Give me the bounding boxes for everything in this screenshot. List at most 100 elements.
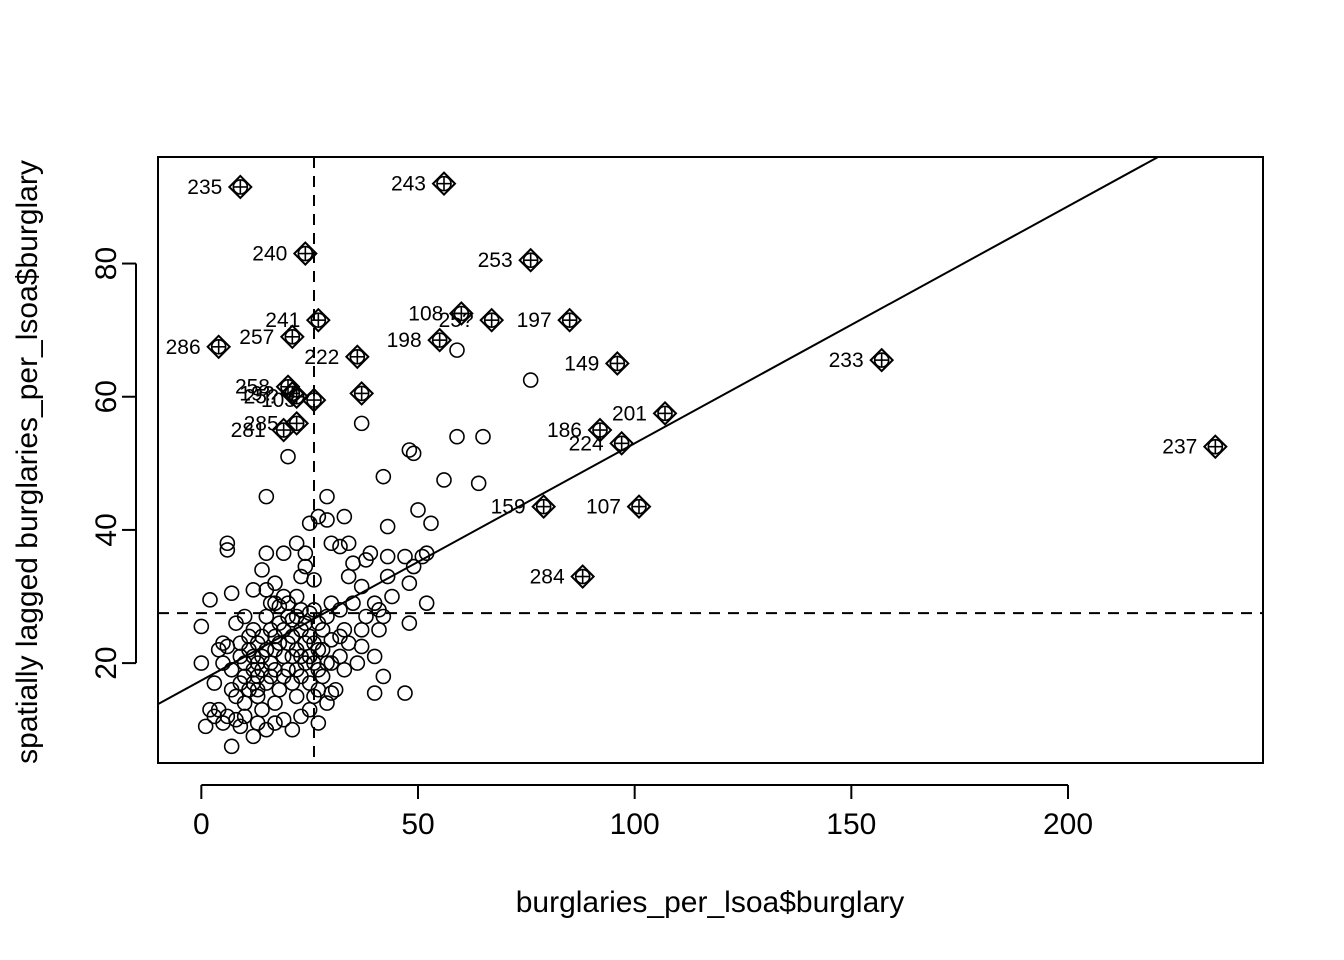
data-point <box>319 695 335 711</box>
influential-point-label: 222 <box>304 346 339 369</box>
influential-point: 285 <box>244 410 310 436</box>
data-point <box>310 641 327 658</box>
data-point <box>301 605 318 621</box>
y-axis-label: spatially lagged burglaries_per_lsoa$bur… <box>11 160 44 764</box>
influence-diamond-marker <box>570 564 596 589</box>
data-point <box>366 685 383 701</box>
influential-point: 186 <box>547 417 613 443</box>
influence-diamond-marker <box>626 494 652 520</box>
data-point <box>522 372 539 388</box>
data-point <box>410 502 426 518</box>
data-point <box>353 638 370 655</box>
data-point <box>219 535 236 552</box>
data-point <box>258 545 275 562</box>
influential-point-label: 258 <box>235 376 270 399</box>
data-point <box>271 681 288 698</box>
data-point <box>245 728 262 745</box>
data-point <box>258 488 275 505</box>
data-point <box>262 595 279 611</box>
influence-diamond-marker <box>279 324 305 350</box>
data-point <box>397 548 413 565</box>
data-point <box>375 608 392 625</box>
influence-diamond-marker <box>271 417 297 443</box>
x-tick-label: 50 <box>401 808 434 841</box>
influential-point-label: 224 <box>569 432 604 455</box>
influential-point: 243 <box>391 171 457 197</box>
influential-point-label: 235 <box>187 176 222 199</box>
influential-point: 159 <box>491 494 557 520</box>
influential-point: 197 <box>517 307 583 333</box>
influential-point: 103 <box>261 387 327 413</box>
data-point <box>284 721 301 738</box>
data-point <box>254 701 270 718</box>
influence-diamond-marker <box>344 344 370 370</box>
data-point <box>219 638 236 655</box>
data-point <box>353 415 370 432</box>
data-point <box>206 675 223 691</box>
data-point <box>288 535 305 552</box>
influential-point-label: 25? <box>244 386 279 409</box>
data-point <box>323 685 340 701</box>
data-point <box>280 448 296 465</box>
data-point <box>254 562 270 578</box>
influential-point-label: 19? <box>239 382 274 405</box>
data-point <box>319 488 335 505</box>
data-point <box>310 715 327 731</box>
data-point <box>319 512 335 528</box>
data-point <box>258 608 275 625</box>
influence-diamond-marker <box>518 247 544 273</box>
data-point <box>193 618 210 635</box>
influential-point-label: 197 <box>517 309 552 332</box>
influential-point: 201 <box>612 400 678 426</box>
y-tick-label: 20 <box>90 646 123 679</box>
data-point <box>280 608 296 625</box>
influence-diamond-marker <box>609 430 635 456</box>
data-point <box>323 632 340 648</box>
data-point <box>362 545 379 562</box>
influential-point-label: 107 <box>586 496 621 519</box>
influential-point: 241 <box>265 307 331 333</box>
influence-diamond-marker <box>301 387 327 413</box>
data-point <box>245 582 262 598</box>
data-point <box>371 622 387 638</box>
influential-point-label: 25? <box>439 309 474 332</box>
influence-diamond-marker <box>227 174 253 200</box>
data-point <box>418 595 435 611</box>
influential-point-label: 253 <box>478 249 513 272</box>
data-point <box>401 615 418 631</box>
influence-diamond-marker <box>1202 434 1228 460</box>
influential-point: 222 <box>304 344 370 370</box>
influential-point: 25? <box>244 384 310 410</box>
data-point <box>401 442 418 458</box>
data-point <box>327 681 344 698</box>
influence-diamond-marker <box>427 327 453 353</box>
y-ticks: 20 40 60 80 <box>90 247 136 680</box>
regression-line <box>157 156 1159 706</box>
data-point <box>297 558 314 575</box>
data-point <box>332 538 348 555</box>
influence-diamond-marker <box>292 241 318 266</box>
data-point <box>267 715 283 731</box>
influence-diamond-marker <box>531 494 557 520</box>
influential-point: 281 <box>231 417 297 443</box>
influence-diamond-marker <box>448 301 474 326</box>
influence-diamond-marker <box>284 384 310 410</box>
data-point <box>384 588 400 605</box>
data-point <box>219 542 236 558</box>
influential-point: 237 <box>1162 434 1228 460</box>
influential-point-label: 198 <box>387 329 422 352</box>
data-point <box>267 575 283 591</box>
data-point <box>375 468 392 485</box>
data-point <box>223 585 240 601</box>
data-point <box>340 535 357 552</box>
data-points <box>193 342 539 755</box>
data-point <box>449 342 465 358</box>
data-point <box>423 515 439 532</box>
data-point <box>379 548 396 565</box>
influence-diamond-marker <box>284 410 310 436</box>
plot-box <box>157 156 1264 764</box>
data-point <box>349 655 366 671</box>
influential-point-label: 149 <box>564 352 599 375</box>
data-point <box>306 572 322 588</box>
